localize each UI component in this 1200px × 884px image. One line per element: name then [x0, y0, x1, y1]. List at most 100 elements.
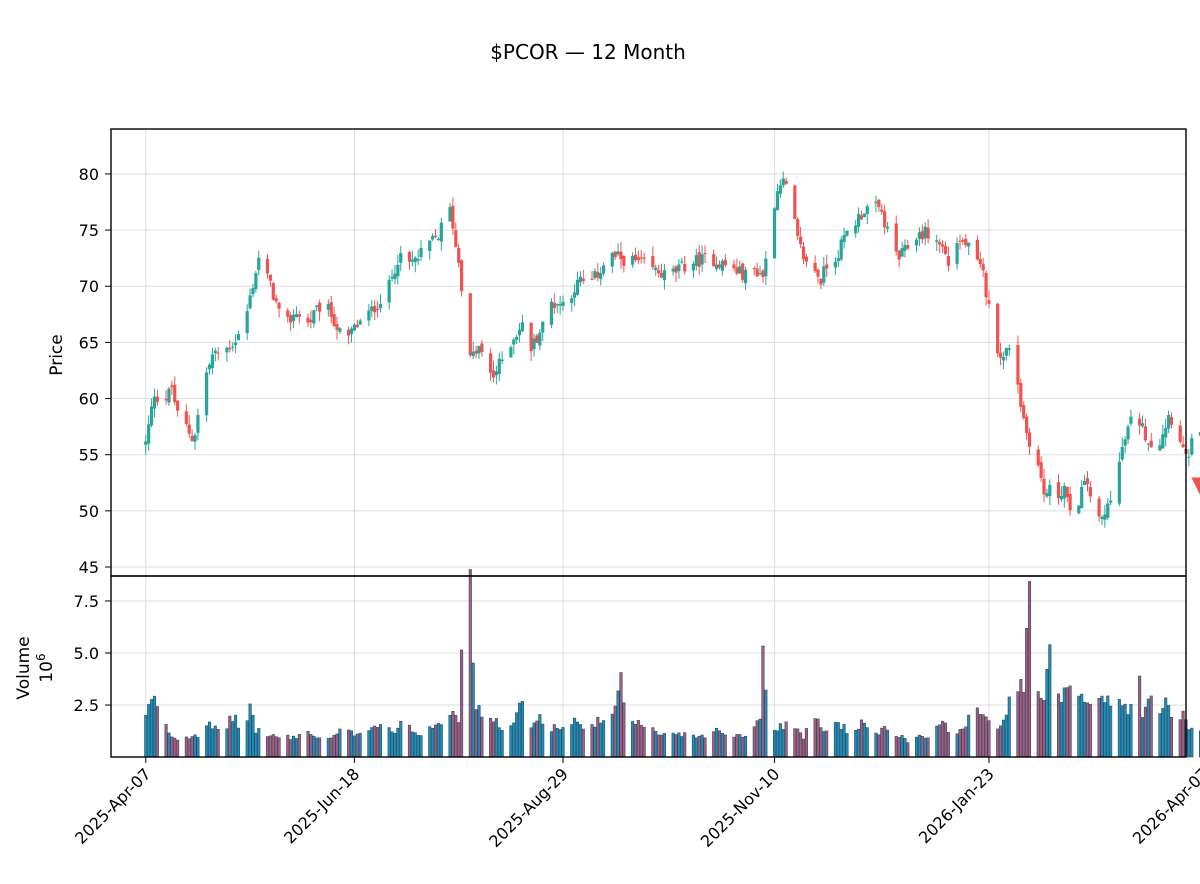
candle-body [306, 317, 310, 323]
volume-bar [378, 724, 383, 758]
candle-body [1004, 348, 1008, 356]
candle-body [941, 244, 945, 247]
candle-body [781, 178, 785, 186]
candle-body [532, 338, 536, 350]
volume-bar [1068, 685, 1072, 758]
volume-bar [914, 736, 919, 758]
candle-body [819, 278, 823, 285]
volume-bar [836, 722, 840, 758]
volume-bar [326, 738, 330, 758]
candle-body [1045, 493, 1049, 497]
candle-body [651, 255, 655, 268]
candle-body [804, 256, 809, 262]
volume-bar [419, 735, 423, 758]
volume-bar [602, 720, 606, 758]
volume-bar [561, 727, 565, 758]
candle-body [315, 305, 319, 308]
volume-bar [1016, 691, 1020, 758]
candle-body [590, 278, 594, 280]
candle-body [494, 371, 498, 376]
volume-bar [271, 734, 275, 758]
volume-bar [187, 738, 191, 758]
candle-body [271, 283, 275, 300]
volume-bar [755, 720, 759, 758]
volume-bar [210, 728, 214, 758]
x-tick-label: 2025-Apr-07 [71, 764, 154, 847]
candle-body [801, 246, 806, 260]
candle-body [439, 222, 443, 242]
candle-body [1109, 500, 1113, 503]
volume-bar [1143, 706, 1147, 758]
volume-bar [471, 662, 475, 758]
candle-body [894, 223, 898, 252]
candle-body [257, 257, 261, 271]
candle-body [326, 303, 330, 310]
candle-body [265, 258, 270, 274]
volume-bar [460, 649, 464, 758]
candle-body [601, 265, 606, 274]
candle-body [1025, 416, 1029, 434]
candle-body [416, 258, 420, 261]
price-plot-frame [110, 128, 1187, 577]
candle-body [720, 260, 724, 271]
volume-bar [535, 720, 539, 758]
volume-bar [674, 734, 678, 758]
volume-bar [599, 722, 603, 758]
volume-bar [457, 722, 461, 758]
candle-body [578, 276, 583, 283]
volume-bar [332, 734, 336, 758]
volume-bar [1103, 702, 1107, 758]
candle-body [761, 270, 765, 278]
volume-bar [286, 734, 290, 758]
candle-body [509, 347, 513, 358]
volume-bar [819, 727, 823, 758]
volume-bar [196, 737, 200, 758]
candle-body [338, 328, 342, 332]
volume-bar [268, 735, 272, 758]
volume-bar [234, 714, 238, 758]
candle-body [491, 370, 496, 378]
volume-bar [874, 732, 878, 758]
candle-body [1065, 486, 1069, 497]
volume-bar [900, 735, 904, 758]
volume-bar [184, 736, 188, 758]
candle-body [998, 352, 1003, 358]
volume-bar [671, 732, 675, 758]
volume-bar [335, 733, 339, 758]
candle-body [778, 185, 782, 194]
candle-body [955, 243, 959, 264]
candle-body [378, 303, 383, 309]
candle-body [630, 256, 635, 265]
volume-bar [436, 723, 440, 758]
volume-bar [152, 695, 156, 758]
candle-body [981, 264, 985, 271]
candle-body [920, 231, 924, 240]
candle-body [1120, 447, 1124, 460]
volume-bar [593, 726, 597, 758]
candle-body [903, 244, 907, 251]
volume-bar [1109, 705, 1113, 758]
candle-body [799, 236, 803, 245]
volume-bar [926, 737, 930, 758]
candle-body [755, 268, 759, 277]
candle-body [387, 279, 391, 303]
candle-body [291, 314, 296, 321]
candle-body [488, 353, 493, 373]
price-tick-label: 70 [79, 277, 99, 296]
candle-body [164, 399, 168, 401]
candle-body [784, 180, 788, 184]
volume-bar [744, 735, 748, 758]
x-tick-label: 2026-Jan-23 [915, 764, 998, 847]
candle-body [535, 335, 539, 343]
candle-body [1149, 440, 1153, 448]
volume-bar [1169, 717, 1174, 758]
candle-body [654, 267, 658, 270]
candle-body [622, 256, 626, 266]
volume-bar [225, 728, 229, 758]
candle-body [593, 271, 597, 279]
candle-body [1042, 478, 1046, 495]
volume-bar [616, 690, 620, 758]
volume-bar [1106, 695, 1110, 758]
volume-bar [170, 736, 174, 758]
